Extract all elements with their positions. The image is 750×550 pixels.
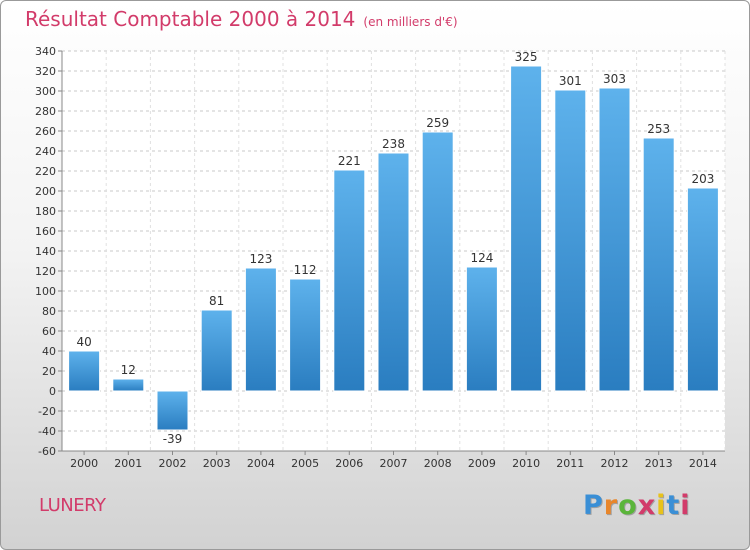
y-tick-label: -40 xyxy=(38,425,56,438)
y-tick-label: 260 xyxy=(35,125,56,138)
logo-letter: x xyxy=(637,490,657,521)
bar xyxy=(156,390,189,431)
x-tick-label: 2001 xyxy=(114,457,142,470)
data-label: 12 xyxy=(121,363,136,377)
bar xyxy=(289,278,322,392)
y-tick-label: 320 xyxy=(35,65,56,78)
chart-subtitle: (en milliers d'€) xyxy=(363,15,458,29)
logo-letter: t xyxy=(666,490,681,521)
y-tick-label: 160 xyxy=(35,225,56,238)
x-tick-label: 2004 xyxy=(247,457,275,470)
chart-title-text: Résultat Comptable 2000 à 2014 xyxy=(25,7,356,31)
commune-name: LUNERY xyxy=(39,495,106,516)
data-label: 325 xyxy=(515,50,538,64)
data-label: 40 xyxy=(76,335,91,349)
logo-letter: i xyxy=(680,490,691,521)
data-label: -39 xyxy=(163,432,183,446)
x-tick-label: 2006 xyxy=(335,457,363,470)
bar xyxy=(465,266,498,392)
y-tick-label: 220 xyxy=(35,165,56,178)
y-tick-label: 280 xyxy=(35,105,56,118)
x-tick-label: 2014 xyxy=(689,457,717,470)
bar xyxy=(554,89,587,392)
x-tick-label: 2007 xyxy=(380,457,408,470)
y-tick-label: 0 xyxy=(49,385,56,398)
y-tick-label: 100 xyxy=(35,285,56,298)
x-tick-label: 2002 xyxy=(159,457,187,470)
bar xyxy=(377,152,410,392)
logo-letter: P xyxy=(583,490,604,521)
y-tick-label: 40 xyxy=(42,345,56,358)
x-tick-label: 2010 xyxy=(512,457,540,470)
bar xyxy=(244,267,277,392)
x-tick-label: 2013 xyxy=(645,457,673,470)
data-label: 303 xyxy=(603,72,626,86)
data-label: 301 xyxy=(559,74,582,88)
x-tick-label: 2000 xyxy=(70,457,98,470)
bar xyxy=(686,187,719,392)
y-tick-label: 180 xyxy=(35,205,56,218)
x-tick-label: 2012 xyxy=(601,457,629,470)
y-tick-label: 300 xyxy=(35,85,56,98)
bar xyxy=(200,309,233,392)
proxiti-logo: Proxiti xyxy=(583,490,691,521)
data-label: 203 xyxy=(691,172,714,186)
data-label: 81 xyxy=(209,294,224,308)
bar xyxy=(333,169,366,392)
logo-letter: i xyxy=(656,490,667,521)
bar xyxy=(510,65,543,392)
y-tick-label: -60 xyxy=(38,445,56,458)
y-tick-label: 340 xyxy=(35,45,56,58)
bar xyxy=(68,350,101,392)
data-label: 259 xyxy=(426,116,449,130)
y-tick-label: 120 xyxy=(35,265,56,278)
y-tick-label: 140 xyxy=(35,245,56,258)
y-tick-label: 80 xyxy=(42,305,56,318)
logo-letter: o xyxy=(618,490,638,521)
data-label: 112 xyxy=(294,263,317,277)
chart-title: Résultat Comptable 2000 à 2014 (en millie… xyxy=(25,7,458,31)
x-tick-label: 2009 xyxy=(468,457,496,470)
bar xyxy=(642,137,675,392)
x-tick-label: 2003 xyxy=(203,457,231,470)
bar xyxy=(112,378,145,392)
bar xyxy=(598,87,631,392)
data-label: 238 xyxy=(382,137,405,151)
y-tick-label: 60 xyxy=(42,325,56,338)
bar xyxy=(421,131,454,392)
data-label: 124 xyxy=(470,251,493,265)
data-label: 221 xyxy=(338,154,361,168)
y-tick-label: 20 xyxy=(42,365,56,378)
data-label: 253 xyxy=(647,122,670,136)
logo-letter: r xyxy=(603,490,619,521)
y-tick-label: -20 xyxy=(38,405,56,418)
data-label: 123 xyxy=(249,252,272,266)
x-tick-label: 2005 xyxy=(291,457,319,470)
x-tick-label: 2011 xyxy=(556,457,584,470)
x-tick-label: 2008 xyxy=(424,457,452,470)
y-tick-label: 240 xyxy=(35,145,56,158)
y-tick-label: 200 xyxy=(35,185,56,198)
